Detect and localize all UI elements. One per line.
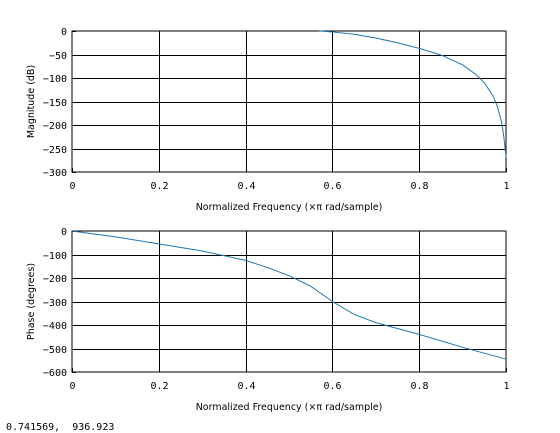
phase-xtick-label: 0.8 [410, 381, 428, 392]
magnitude-ytick-label: −150 [43, 98, 67, 109]
phase-xtick-label: 0.4 [237, 381, 255, 392]
magnitude-xtick-label: 1 [503, 181, 509, 192]
phase-ytick-label: −300 [43, 298, 67, 309]
phase-xtick-label: 0 [69, 381, 75, 392]
magnitude-xticks: 0 0.2 0.4 0.6 0.8 1 [69, 168, 510, 192]
magnitude-yticks: 0 −50 −100 −150 −200 −250 −300 [43, 27, 76, 179]
phase-xtick-label: 1 [503, 381, 509, 392]
phase-xlabel: Normalized Frequency (×π rad/sample) [196, 402, 383, 413]
phase-ylabel: Phase (degrees) [26, 263, 37, 340]
magnitude-ytick-label: −100 [43, 74, 67, 85]
phase-ytick-label: −100 [43, 251, 67, 262]
phase-ytick-label: −200 [43, 274, 67, 285]
magnitude-xlabel: Normalized Frequency (×π rad/sample) [196, 202, 383, 213]
phase-xticks: 0 0.2 0.4 0.6 0.8 1 [69, 368, 510, 392]
magnitude-series-line [319, 30, 507, 158]
magnitude-xtick-label: 0.8 [410, 181, 428, 192]
phase-xtick-label: 0.2 [150, 381, 168, 392]
magnitude-ytick-label: −250 [43, 145, 67, 156]
magnitude-ytick-label: −200 [43, 121, 67, 132]
magnitude-xtick-label: 0.6 [323, 181, 341, 192]
magnitude-ytick-label: −300 [43, 168, 67, 179]
magnitude-ytick-label: −50 [49, 51, 67, 62]
phase-axes-frame [71, 230, 507, 373]
phase-grid [72, 231, 506, 372]
magnitude-xtick-label: 0.2 [150, 181, 168, 192]
magnitude-axes-frame [71, 30, 507, 173]
phase-ytick-label: −600 [43, 368, 67, 379]
phase-ytick-label: −400 [43, 321, 67, 332]
magnitude-xtick-label: 0.4 [237, 181, 255, 192]
magnitude-ytick-label: 0 [61, 27, 67, 38]
phase-series-line [71, 230, 507, 360]
cursor-coordinate-readout: 0.741569, 936.923 [6, 422, 115, 433]
phase-plot: 0 0.2 0.4 0.6 0.8 1 0 −100 −200 −300 −400 −500 −600… [26, 227, 510, 413]
magnitude-ylabel: Magnitude (dB) [26, 65, 37, 138]
phase-xtick-label: 0.6 [323, 381, 341, 392]
magnitude-plot: 0 0.2 0.4 0.6 0.8 1 0−50−100−150−200−250−300 … [26, 27, 510, 213]
phase-ytick-label: −500 [43, 345, 67, 356]
phase-ytick-label: 0 [61, 227, 67, 238]
magnitude-xtick-label: 0 [69, 181, 75, 192]
phase-yticks: 0 −100 −200 −300 −400 −500 −600 [43, 227, 76, 379]
magnitude-grid [72, 31, 506, 172]
